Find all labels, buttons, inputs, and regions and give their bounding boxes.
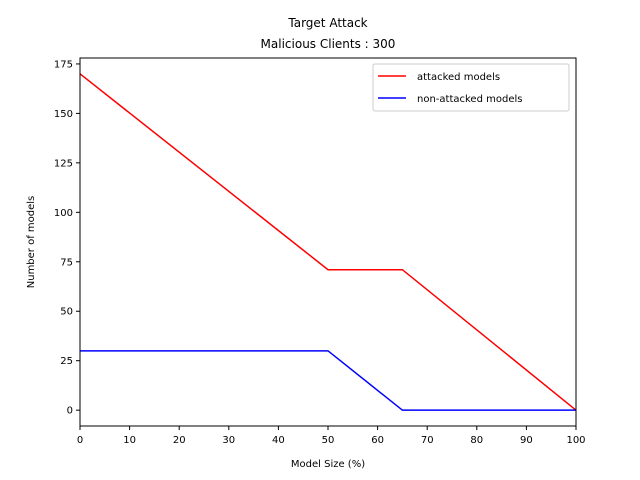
y-axis-ticks: 0 25 50 75 100 125 150 175 xyxy=(54,59,80,417)
y-tick-label: 175 xyxy=(54,59,73,70)
x-tick-label: 60 xyxy=(371,435,384,446)
y-axis-label: Number of models xyxy=(26,196,37,289)
y-tick-label: 150 xyxy=(54,109,73,120)
y-tick-label: 125 xyxy=(54,158,73,169)
x-tick-label: 0 xyxy=(77,435,83,446)
y-tick-label: 0 xyxy=(67,406,73,417)
chart-subtitle: Malicious Clients : 300 xyxy=(261,37,396,51)
x-axis-label: Model Size (%) xyxy=(291,459,365,470)
x-axis-ticks: 0 10 20 30 40 50 60 70 80 90 100 xyxy=(77,426,586,446)
x-tick-label: 10 xyxy=(123,435,136,446)
x-tick-label: 30 xyxy=(222,435,235,446)
chart-title: Target Attack xyxy=(287,16,367,30)
legend-entry: non-attacked models xyxy=(417,94,522,105)
series-layer xyxy=(79,73,577,411)
plot-frame xyxy=(79,57,577,427)
x-tick-label: 70 xyxy=(421,435,434,446)
x-tick-label: 90 xyxy=(520,435,533,446)
legend-entry: attacked models xyxy=(417,72,500,83)
x-tick-label: 100 xyxy=(566,435,585,446)
plot-area: 0 10 20 30 40 50 60 70 80 90 100 0 25 50 75 100 125 150 1… xyxy=(54,57,586,446)
series-line-non-attacked-models xyxy=(80,350,576,411)
legend-box xyxy=(372,63,570,112)
x-tick-label: 20 xyxy=(173,435,186,446)
x-tick-label: 50 xyxy=(322,435,335,446)
x-tick-label: 40 xyxy=(272,435,285,446)
y-tick-label: 100 xyxy=(54,208,73,219)
series-line-attacked-models xyxy=(79,73,577,411)
y-tick-label: 50 xyxy=(60,307,73,318)
y-tick-label: 25 xyxy=(60,356,73,367)
legend: attacked models non-attacked models xyxy=(372,63,570,112)
y-tick-label: 75 xyxy=(60,257,73,268)
x-tick-label: 80 xyxy=(470,435,483,446)
